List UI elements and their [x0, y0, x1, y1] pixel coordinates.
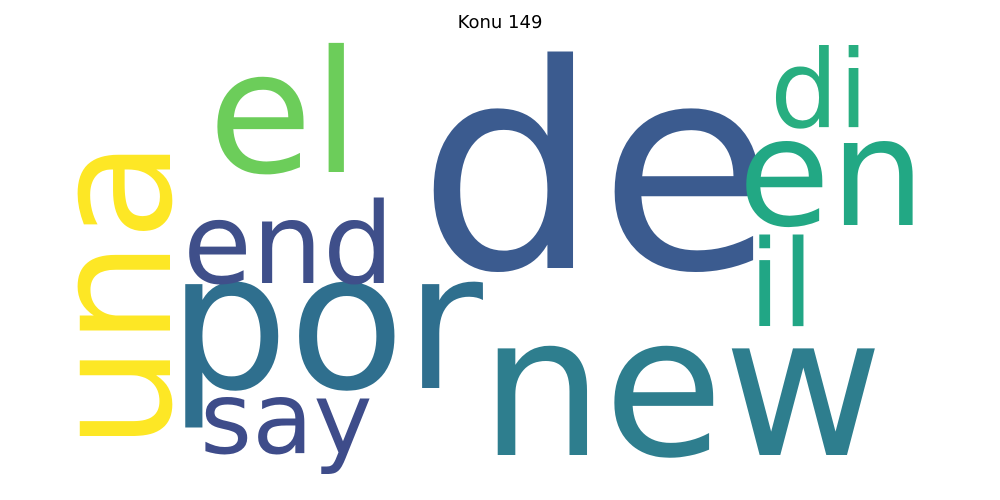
word-new: new: [480, 274, 883, 500]
word-de: de: [418, 4, 774, 336]
word-il: il: [748, 216, 815, 355]
word-en: en: [738, 87, 925, 261]
word-say: say: [200, 360, 373, 477]
word-por: por: [168, 212, 484, 433]
chart-title: Konu 149: [457, 12, 543, 33]
word-el: el: [208, 15, 360, 213]
word-una: una: [17, 140, 209, 450]
word-end: end: [183, 180, 394, 310]
word-di: di: [770, 28, 869, 153]
